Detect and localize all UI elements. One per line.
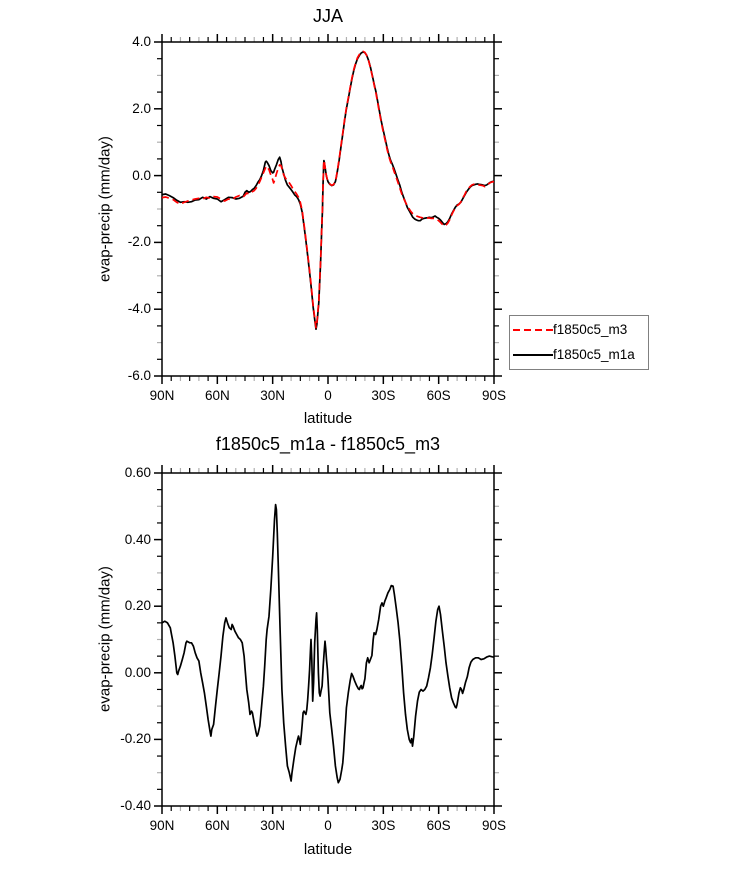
tick-label: -6.0: [127, 368, 151, 383]
tick-label: 0.00: [124, 664, 151, 680]
legend-entry-m1a: f1850c5_m1a: [513, 344, 648, 366]
tick-label: 60N: [204, 818, 230, 833]
tick-label: -0.20: [120, 731, 151, 747]
top-panel-title: JJA: [312, 6, 343, 26]
legend-label-m1a: f1850c5_m1a: [553, 347, 635, 362]
tick-label: 90N: [149, 818, 175, 833]
tick-label: 4.0: [132, 34, 151, 49]
bottom-y-axis-label: evap-precip (mm/day): [96, 566, 114, 712]
tick-label: 0.60: [124, 465, 151, 480]
legend-line-dashed-red-icon: [513, 322, 553, 338]
tick-label: 0: [324, 818, 332, 833]
tick-label: 30N: [260, 388, 286, 403]
top-x-axis-label: latitude: [303, 410, 353, 427]
tick-label: 60S: [426, 818, 451, 833]
legend-line-solid-black-icon: [513, 347, 553, 363]
tick-label: 30S: [371, 388, 396, 403]
top-y-axis-label: evap-precip (mm/day): [96, 136, 114, 282]
tick-label: 90N: [149, 388, 175, 403]
bottom-x-axis-label: latitude: [303, 841, 353, 858]
tick-label: 90S: [481, 388, 507, 403]
tick-label: 30S: [371, 818, 396, 833]
tick-label: 30N: [260, 818, 286, 833]
legend-label-m3: f1850c5_m3: [553, 322, 628, 337]
tick-label: 60N: [204, 388, 230, 403]
tick-label: -0.40: [120, 798, 151, 813]
legend-entry-m3: f1850c5_m3: [513, 319, 648, 341]
tick-label: -2.0: [127, 234, 151, 250]
tick-label: 90S: [481, 818, 507, 833]
tick-label: 0.0: [132, 167, 151, 183]
tick-label: 0.40: [124, 531, 151, 547]
tick-label: 2.0: [132, 100, 151, 116]
tick-label: 0: [324, 388, 332, 403]
bottom-panel-title: f1850c5_m1a - f1850c5_m3: [215, 434, 441, 454]
tick-label: -4.0: [127, 301, 151, 317]
tick-label: 0.20: [124, 598, 151, 614]
legend-box: f1850c5_m3 f1850c5_m1a: [509, 315, 649, 370]
tick-label: 60S: [426, 388, 451, 403]
